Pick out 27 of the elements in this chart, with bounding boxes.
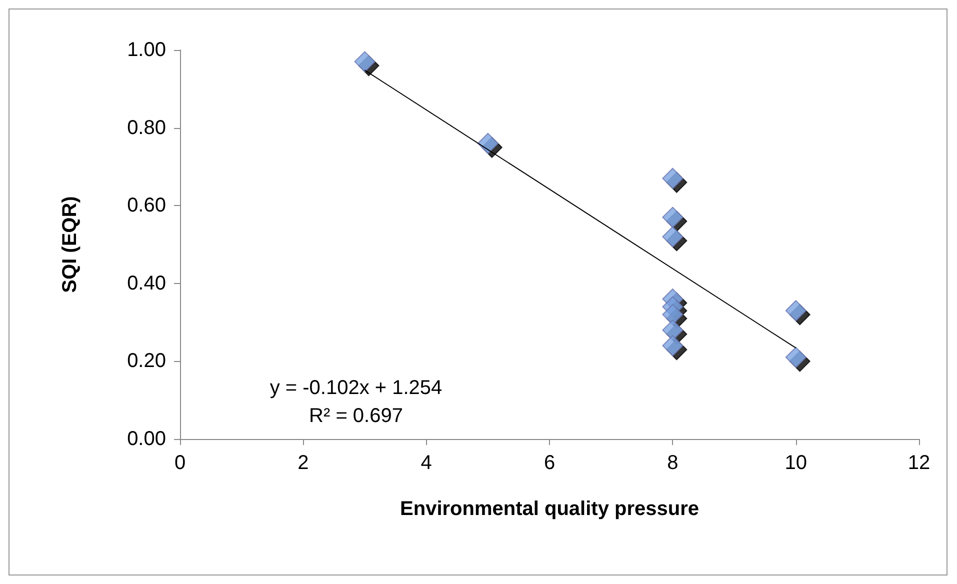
point <box>662 168 684 189</box>
point <box>662 304 684 326</box>
x-tick-label: 10 <box>784 452 807 474</box>
y-axis-title: SQI (EQR) <box>59 196 81 293</box>
point <box>354 51 376 72</box>
point <box>785 346 806 368</box>
point <box>662 206 684 228</box>
point <box>662 320 684 341</box>
x-tick-label: 6 <box>544 452 556 474</box>
annotation: R² = 0.697 <box>309 405 403 427</box>
annotation: y = -0.102x + 1.254 <box>270 377 442 399</box>
point <box>662 335 684 356</box>
y-tick-label: 0.40 <box>127 272 166 294</box>
x-tick-label: 8 <box>667 452 678 474</box>
point <box>785 300 806 322</box>
x-tick-label: 0 <box>174 452 186 474</box>
y-tick-label: 0.80 <box>127 116 166 139</box>
x-axis-title: Environmental quality pressure <box>400 498 699 520</box>
x-tick-label: 12 <box>908 452 930 474</box>
point <box>477 132 498 154</box>
y-tick-label: 0.60 <box>127 194 166 217</box>
y-tick-label: 0.00 <box>127 428 166 450</box>
x-tick-label: 2 <box>298 452 309 474</box>
y-tick-label: 0.20 <box>127 350 166 372</box>
y-tick-label: 1.00 <box>127 39 166 61</box>
point <box>662 226 684 248</box>
x-tick-label: 4 <box>420 452 432 474</box>
